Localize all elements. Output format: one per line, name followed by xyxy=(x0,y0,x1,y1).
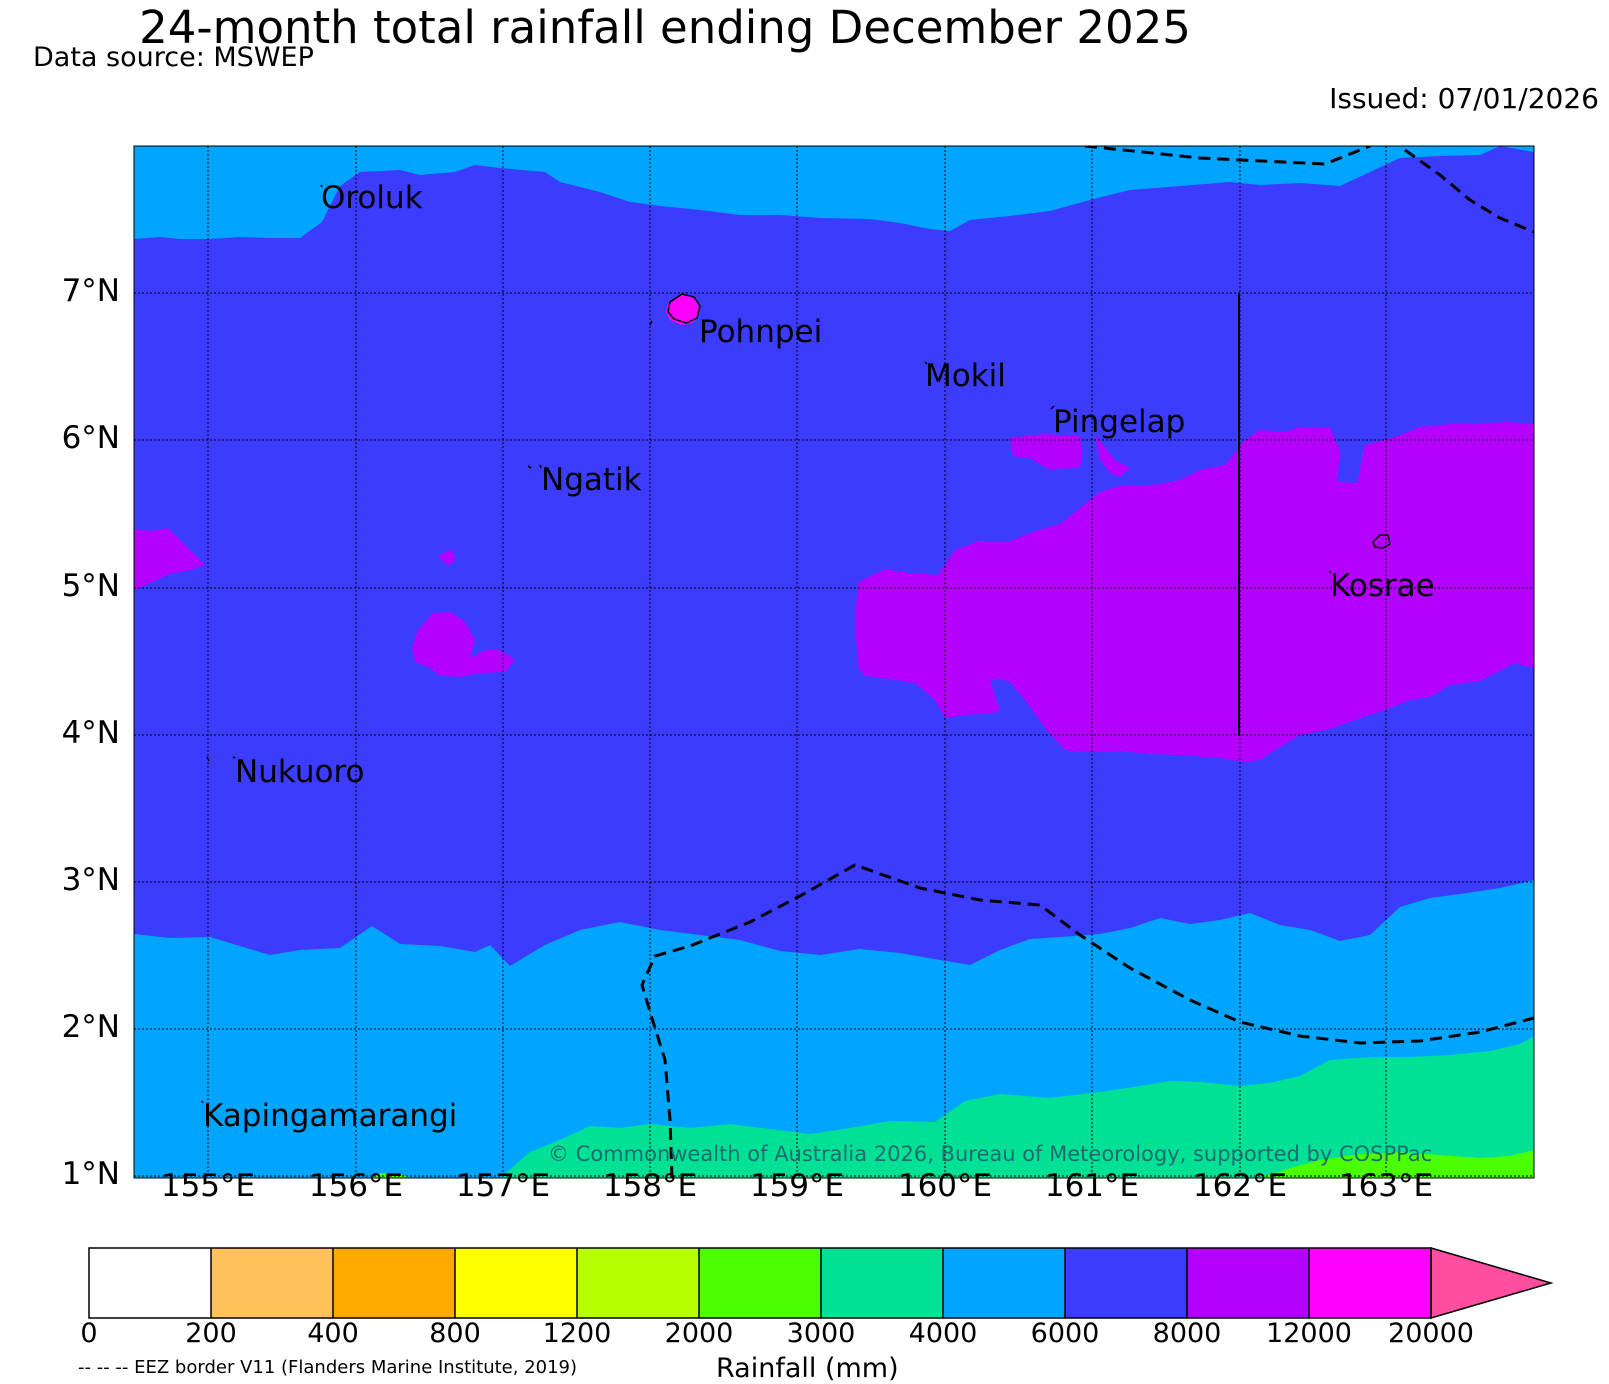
place-label-pingelap: Pingelap xyxy=(1053,404,1186,440)
lat-label-2n: 2°N xyxy=(61,1009,120,1045)
band-3000-4000 xyxy=(500,1036,1534,1178)
lon-label-163e: 163°E xyxy=(1338,1168,1434,1204)
colorbar-tick-label: 200 xyxy=(185,1318,237,1349)
colorbar-extend-arrow xyxy=(1430,1247,1554,1319)
colorbar-swatch xyxy=(1187,1248,1309,1318)
colorbar-tick-label: 800 xyxy=(429,1318,481,1349)
copyright-notice: © Commonwealth of Australia 2026, Bureau… xyxy=(548,1142,1433,1166)
lat-label-7n: 7°N xyxy=(61,273,120,309)
kosrae-island-outline xyxy=(1372,534,1391,549)
colorbar-tick-label: 0 xyxy=(80,1318,98,1349)
place-label-pohnpei: Pohnpei xyxy=(699,314,823,350)
colorbar-swatch xyxy=(1065,1248,1187,1318)
eez-borders xyxy=(640,146,1534,1178)
colorbar-swatch xyxy=(1309,1248,1431,1318)
colorbar-tick-label: 8000 xyxy=(1152,1318,1222,1349)
place-label-nukuoro: Nukuoro xyxy=(235,754,365,790)
lon-label-155e: 155°E xyxy=(160,1168,256,1204)
map-title: 24-month total rainfall ending December … xyxy=(139,1,1191,54)
place-label-mokil: Mokil xyxy=(925,358,1006,394)
colorbar-tick-label: 4000 xyxy=(908,1318,978,1349)
lon-label-161e: 161°E xyxy=(1044,1168,1140,1204)
colorbar-swatch xyxy=(699,1248,821,1318)
colorbar xyxy=(88,1247,1554,1319)
lon-label-157e: 157°E xyxy=(455,1168,551,1204)
colorbar-title: Rainfall (mm) xyxy=(716,1353,899,1384)
colorbar-swatch xyxy=(943,1248,1065,1318)
colorbar-swatch xyxy=(821,1248,943,1318)
colorbar-swatch xyxy=(455,1248,577,1318)
lon-label-162e: 162°E xyxy=(1192,1168,1288,1204)
band-8000-12000-east xyxy=(855,422,1534,762)
colorbar-tick-label: 400 xyxy=(307,1318,359,1349)
place-label-kosrae: Kosrae xyxy=(1330,568,1435,604)
colorbar-tick-label: 3000 xyxy=(786,1318,856,1349)
colorbar-tick-label: 6000 xyxy=(1030,1318,1100,1349)
colorbar-tick-label: 1200 xyxy=(542,1318,612,1349)
band-8000-12000-ngatik xyxy=(412,549,515,677)
lat-label-3n: 3°N xyxy=(61,862,120,898)
lon-label-158e: 158°E xyxy=(602,1168,698,1204)
band-2000-3000 xyxy=(372,1150,1534,1178)
band-8000-12000-pingelap xyxy=(1010,434,1130,477)
data-source: Data source: MSWEP xyxy=(33,42,314,73)
colorbar-tick-label: 12000 xyxy=(1266,1318,1352,1349)
colorbar-tick-label: 2000 xyxy=(664,1318,734,1349)
lat-label-4n: 4°N xyxy=(61,715,120,751)
colorbar-swatch xyxy=(577,1248,699,1318)
colorbar-tick-label: 20000 xyxy=(1388,1318,1474,1349)
colorbar-swatch xyxy=(333,1248,455,1318)
lon-label-156e: 156°E xyxy=(308,1168,404,1204)
place-label-ngatik: Ngatik xyxy=(541,462,642,498)
colorbar-swatch xyxy=(211,1248,333,1318)
band-4000-6000-north xyxy=(134,146,1534,239)
lat-label-1n: 1°N xyxy=(61,1156,120,1192)
lat-label-6n: 6°N xyxy=(61,420,120,456)
pohnpei-island-outline xyxy=(667,293,701,324)
lat-label-5n: 5°N xyxy=(61,568,120,604)
place-label-kapingamarangi: Kapingamarangi xyxy=(203,1098,458,1134)
place-label-oroluk: Oroluk xyxy=(321,180,423,216)
eez-border-note: -- -- -- EEZ border V11 (Flanders Marine… xyxy=(78,1357,578,1378)
lon-label-159e: 159°E xyxy=(749,1168,845,1204)
gridlines xyxy=(134,146,1534,1178)
issued-date: Issued: 07/01/2026 xyxy=(1329,82,1599,115)
band-8000-12000-west xyxy=(134,528,205,590)
colorbar-swatch xyxy=(89,1248,211,1318)
atoll-marks xyxy=(201,184,1332,1104)
band-12000-20000 xyxy=(666,295,700,325)
lon-label-160e: 160°E xyxy=(897,1168,993,1204)
